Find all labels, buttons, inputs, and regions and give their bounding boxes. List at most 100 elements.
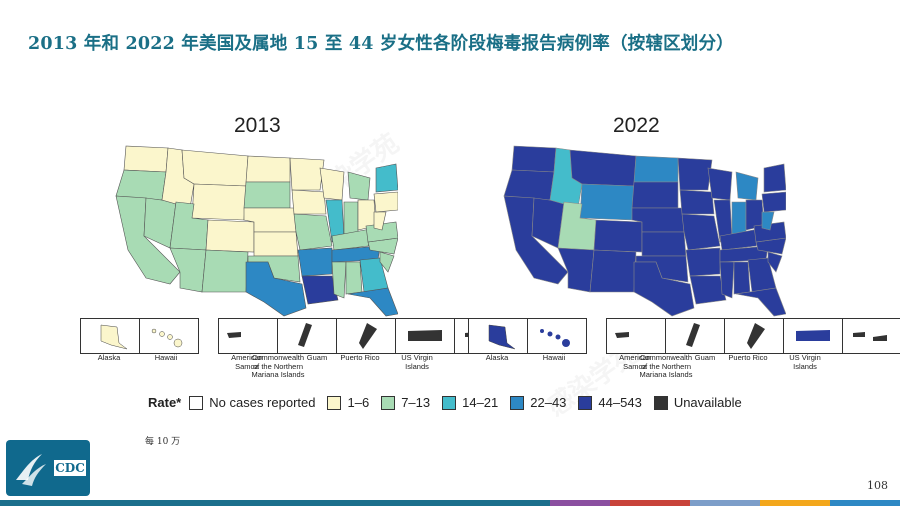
region-nm <box>589 249 637 293</box>
legend-swatch <box>327 395 342 410</box>
region-ky <box>719 227 765 251</box>
inset-label-usvi: US Virgin Islands <box>401 353 433 371</box>
region-or <box>115 169 167 201</box>
region-wy <box>579 183 635 221</box>
cdc-logo-text: CDC <box>54 460 86 476</box>
inset-label-cnmi: Commonwealth of the Northern Mariana Isl… <box>251 353 305 379</box>
legend-label: No cases reported <box>209 395 316 410</box>
bottom-color-bar <box>0 500 900 506</box>
region-co <box>205 219 255 253</box>
legend-label: 1–6 <box>347 395 370 410</box>
inset-label-guam: Guam <box>306 353 328 362</box>
region-nd <box>633 155 679 183</box>
legend-swatch <box>653 395 668 410</box>
legend-label: 14–21 <box>462 395 499 410</box>
region-tx <box>633 261 695 317</box>
legend-label: 7–13 <box>401 395 431 410</box>
inset-label-hawaii: Hawaii <box>154 353 178 362</box>
legend-swatch <box>510 395 525 410</box>
region-ny <box>763 163 786 193</box>
inset-label-samoa: American Samoa <box>619 353 651 371</box>
inset-label-samoa: American Samoa <box>231 353 263 371</box>
inset-cnmi <box>665 318 725 354</box>
inset-pr <box>395 318 455 354</box>
region-ia <box>679 189 715 215</box>
region-fl <box>347 287 398 317</box>
region-in <box>343 201 359 235</box>
region-pa <box>373 191 398 213</box>
footnote: 每 10 万 <box>145 437 181 447</box>
region-fl <box>735 287 786 317</box>
inset-row-2022-territories <box>606 318 900 354</box>
legend-item: 14–21 <box>442 395 498 410</box>
region-sd <box>243 181 291 209</box>
bar-segment <box>610 500 690 506</box>
us-map-2022 <box>503 145 786 317</box>
region-ia <box>291 189 327 215</box>
region-or <box>503 169 555 201</box>
region-in <box>731 201 747 235</box>
inset-alaska <box>468 318 528 354</box>
slide-title: 2013 年和 2022 年美国及属地 15 至 44 岁女性各阶段梅毒报告病例… <box>28 34 734 54</box>
inset-label-hawaii: Hawaii <box>542 353 566 362</box>
region-ks <box>253 231 299 257</box>
region-la <box>689 275 727 305</box>
region-ky <box>331 227 377 251</box>
inset-cnmi <box>277 318 337 354</box>
legend-title: Rate* <box>148 395 182 410</box>
region-mo <box>681 213 721 251</box>
region-nd <box>245 155 291 183</box>
legend-swatch <box>381 395 396 410</box>
region-wy <box>191 183 247 221</box>
map-year-2013: 2013 <box>234 114 281 137</box>
region-al <box>733 261 751 295</box>
legend-label: 44–543 <box>598 395 642 410</box>
region-wa <box>123 145 169 173</box>
legend-label: Unavailable <box>673 395 742 410</box>
bar-segment <box>760 500 830 506</box>
bar-segment <box>0 500 550 506</box>
region-mn <box>677 157 713 191</box>
region-tx <box>245 261 307 317</box>
region-mt <box>181 149 249 187</box>
page-number: 108 <box>867 479 888 492</box>
region-ar <box>297 247 333 277</box>
region-ar <box>685 247 721 277</box>
region-wv <box>761 211 775 231</box>
inset-usvi <box>842 318 900 354</box>
inset-guam <box>724 318 784 354</box>
bar-segment <box>550 500 610 506</box>
region-al <box>345 261 363 295</box>
region-az <box>169 247 207 293</box>
region-mn <box>289 157 325 191</box>
inset-label-cnmi: Commonwealth of the Northern Mariana Isl… <box>639 353 693 379</box>
legend-swatch <box>578 395 593 410</box>
region-sc <box>767 251 783 273</box>
region-az <box>557 247 595 293</box>
inset-samoa <box>218 318 278 354</box>
region-mo <box>293 213 333 251</box>
legend-swatch <box>189 395 204 410</box>
inset-label-alaska: Alaska <box>485 353 509 362</box>
inset-samoa <box>606 318 666 354</box>
inset-label-guam: Guam <box>694 353 716 362</box>
legend: Rate* No cases reported 1–6 7–13 14–21 2… <box>148 395 754 410</box>
region-ms <box>331 261 347 299</box>
map-year-2022: 2022 <box>613 114 660 137</box>
us-map-2013 <box>115 145 398 317</box>
region-wi <box>319 167 345 201</box>
legend-item: 1–6 <box>327 395 369 410</box>
inset-row-2022 <box>468 318 587 354</box>
region-mi <box>347 171 371 201</box>
inset-hawaii <box>527 318 587 354</box>
legend-item: 22–43 <box>510 395 566 410</box>
region-sd <box>631 181 679 209</box>
inset-label-usvi: US Virgin Islands <box>789 353 821 371</box>
bar-segment <box>690 500 760 506</box>
region-ny <box>375 163 398 193</box>
region-pa <box>761 191 786 213</box>
region-co <box>593 219 643 253</box>
region-la <box>301 275 339 305</box>
legend-item: 7–13 <box>381 395 430 410</box>
legend-item: No cases reported <box>189 395 315 410</box>
